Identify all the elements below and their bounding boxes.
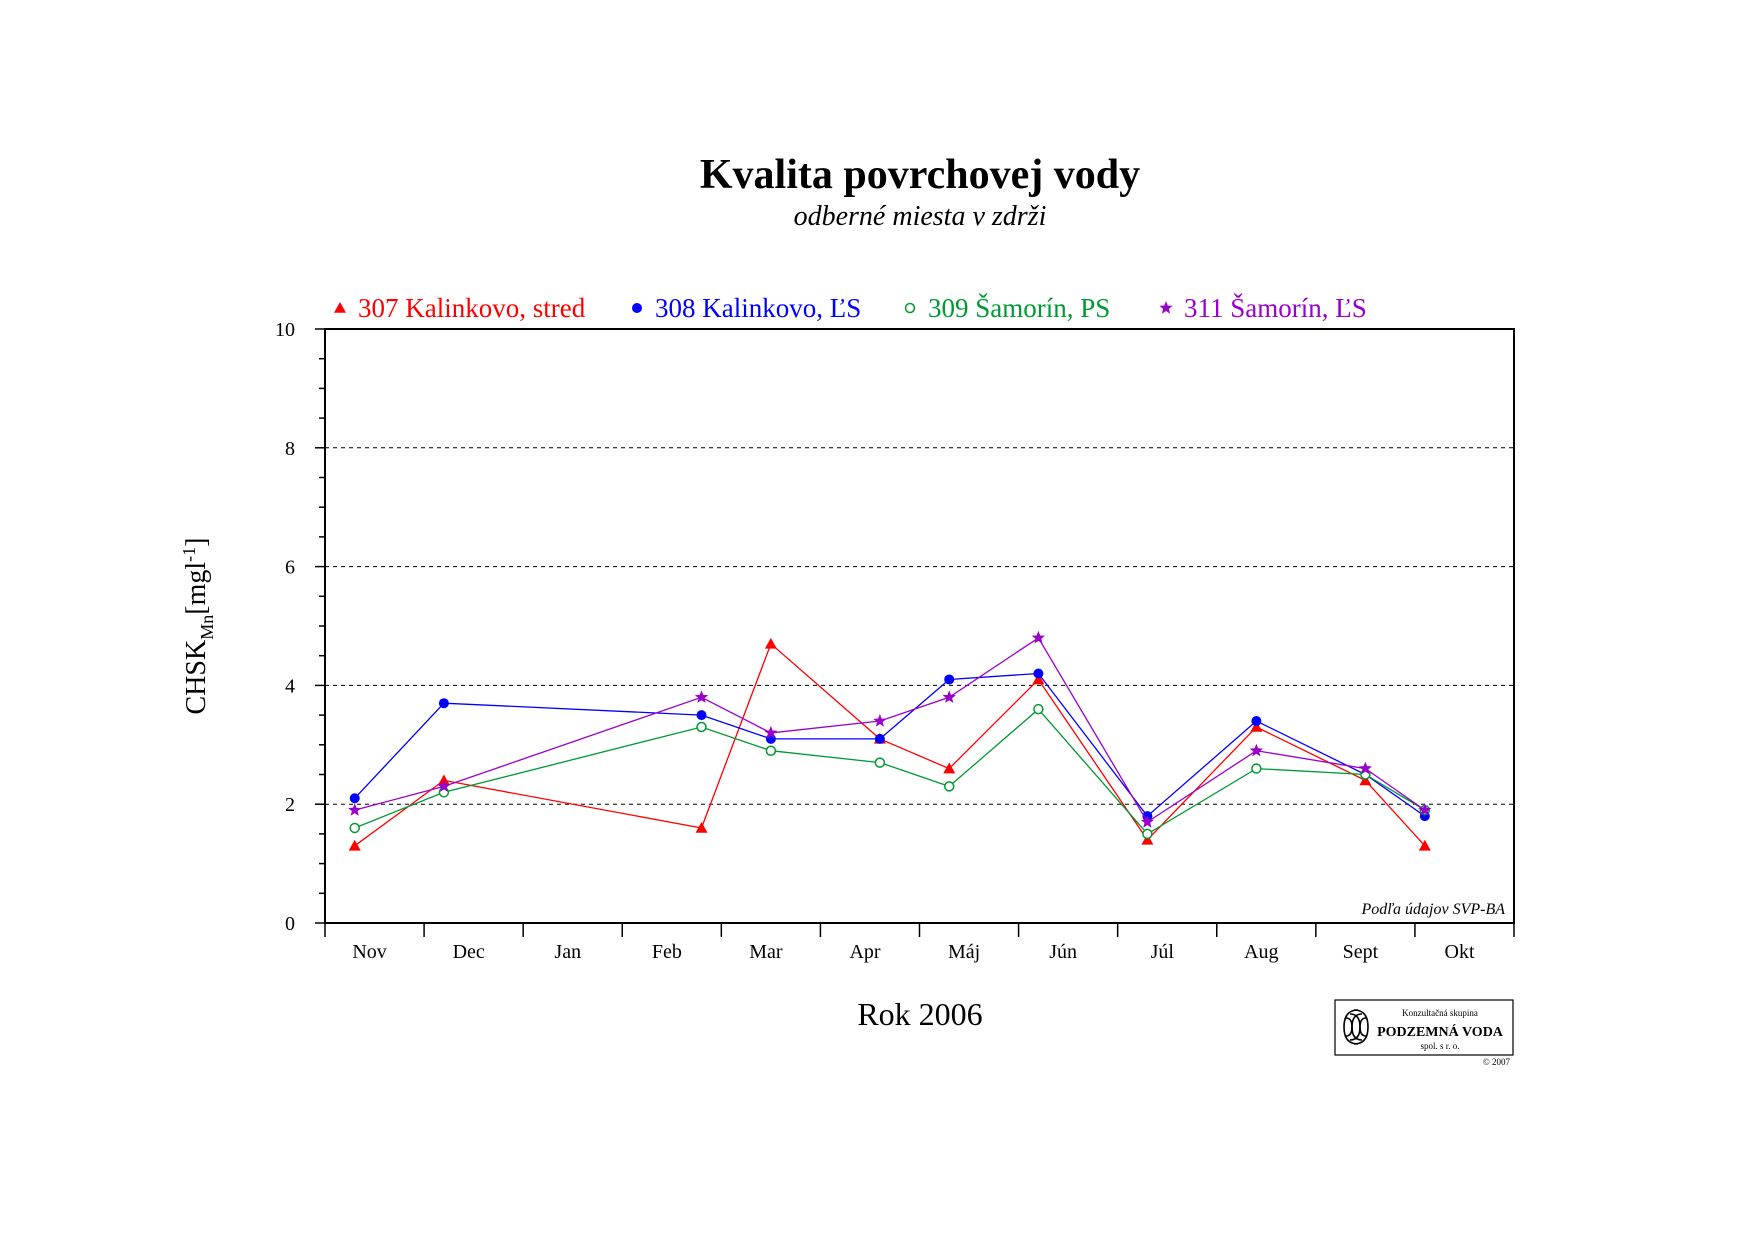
x-tick-label: Mar	[749, 941, 783, 963]
x-tick-label: Aug	[1244, 941, 1278, 963]
series-1	[348, 637, 1431, 851]
data-point	[874, 757, 886, 768]
logo-line-3: spol. s r. o.	[1420, 1041, 1459, 1051]
logo-symbol	[1343, 1009, 1369, 1045]
plot-frame	[324, 328, 1515, 924]
data-point	[1142, 828, 1153, 840]
data-point	[765, 745, 777, 756]
data-point	[1033, 668, 1044, 679]
legend-label: 309 Šamorín, PS	[928, 293, 1110, 323]
logo-line-1: Konzultačná skupina	[1402, 1008, 1478, 1018]
data-point	[942, 690, 956, 703]
x-axis: Nov Dec Jan Feb Mar Apr Máj Jún Júl Aug Sept Okt	[324, 923, 1515, 963]
company-logo: Konzultačná skupina PODZEMNÁ VODA spol. …	[1334, 999, 1514, 1067]
y-tick-label: 0	[285, 913, 295, 935]
legend-label: 308 Kalinkovo, ĽS	[655, 293, 861, 323]
data-point	[904, 302, 916, 314]
y-axis-label-subscript: Mn	[197, 615, 217, 640]
y-tick-label: 10	[275, 319, 295, 341]
series-4	[348, 630, 1432, 828]
data-point	[438, 698, 449, 709]
data-point	[1141, 833, 1154, 845]
data-point	[1418, 803, 1432, 816]
data-point	[1159, 301, 1173, 314]
legend-item: 308 Kalinkovo, ĽS	[632, 293, 861, 323]
data-point	[944, 674, 955, 685]
y-tick-label: 2	[285, 794, 295, 816]
y-tick-label: 8	[285, 438, 295, 460]
data-point	[873, 714, 887, 727]
series-3	[349, 703, 1431, 840]
x-tick-label: Jan	[554, 941, 581, 963]
logo-line-2: PODZEMNÁ VODA	[1377, 1023, 1504, 1040]
chart-subtitle: odberné miesta v zdrži	[794, 201, 1047, 232]
y-axis-label-superscript: -1	[179, 547, 199, 562]
logo-frame	[1334, 999, 1514, 1056]
data-point	[349, 822, 360, 834]
data-point	[1140, 815, 1154, 828]
x-tick-label: Jún	[1049, 941, 1077, 963]
legend-label: 311 Šamorín, ĽS	[1184, 293, 1367, 323]
data-point	[696, 721, 707, 733]
data-point	[1359, 774, 1372, 786]
x-tick-label: Okt	[1445, 941, 1475, 963]
x-tick-label: Dec	[453, 941, 485, 963]
series-2	[349, 668, 1430, 822]
data-point	[943, 781, 955, 792]
data-point	[348, 803, 362, 816]
y-axis-label: CHSKMn[mgl-1]	[179, 538, 217, 715]
series-line	[354, 708, 1426, 835]
data-point	[349, 793, 360, 804]
legend-item: 309 Šamorín, PS	[904, 293, 1110, 323]
data-point	[1249, 743, 1263, 757]
x-tick-label: Feb	[652, 941, 682, 963]
y-tick-label: 4	[285, 675, 295, 697]
data-point	[348, 839, 361, 851]
series-layer	[348, 630, 1432, 851]
data-point	[1032, 673, 1045, 685]
data-point	[1250, 720, 1263, 732]
x-axis-title: Rok 2006	[857, 996, 982, 1032]
data-point	[764, 725, 778, 739]
x-tick-label: Júl	[1151, 941, 1175, 963]
data-point	[764, 637, 777, 649]
x-tick-label: Máj	[948, 941, 980, 963]
data-point	[1418, 839, 1431, 851]
data-point	[1033, 703, 1044, 715]
chart-legend: 307 Kalinkovo, stred 308 Kalinkovo, ĽS 309…	[334, 293, 1367, 323]
series-line	[354, 672, 1426, 818]
source-annotation: Podľa údajov SVP-BA	[1360, 901, 1505, 918]
chart-grid	[325, 447, 1514, 805]
data-point	[1031, 630, 1046, 644]
y-axis: 0 2 4 6 8 10	[275, 319, 325, 935]
data-point	[943, 762, 956, 774]
data-point	[1358, 761, 1372, 775]
data-point	[696, 710, 707, 721]
data-point	[632, 303, 642, 313]
data-point	[334, 302, 346, 313]
data-point	[1251, 763, 1262, 774]
logo-copyright: © 2007	[1483, 1057, 1511, 1067]
data-point	[694, 690, 709, 703]
chart-title: Kvalita povrchovej vody	[700, 152, 1140, 198]
x-tick-label: Sept	[1343, 941, 1379, 963]
series-line	[354, 642, 1426, 847]
data-point	[1251, 716, 1262, 727]
legend-item: 311 Šamorín, ĽS	[1159, 293, 1367, 323]
data-point	[874, 733, 885, 744]
data-point	[437, 779, 451, 792]
data-point	[695, 821, 708, 833]
y-tick-label: 6	[285, 557, 295, 579]
x-tick-label: Apr	[849, 941, 880, 963]
x-tick-label: Nov	[352, 941, 386, 963]
legend-label: 307 Kalinkovo, stred	[358, 293, 586, 323]
legend-item: 307 Kalinkovo, stred	[334, 293, 586, 323]
